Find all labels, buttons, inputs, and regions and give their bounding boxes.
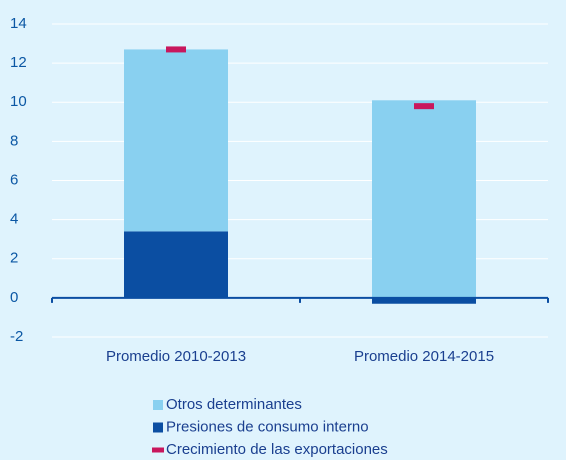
bar [372,100,476,298]
legend-swatch [153,422,163,433]
legend-label: Otros determinantes [166,396,302,413]
y-tick-label: 2 [10,250,18,267]
legend-swatch [152,447,164,453]
y-tick-label: 6 [10,171,18,188]
x-tick-label: Promedio 2014-2015 [354,348,494,365]
y-tick-label: 12 [10,54,27,71]
legend-label: Presiones de consumo interno [166,418,369,435]
legend-swatch [153,400,163,410]
y-tick-label: -2 [10,328,23,345]
y-tick-label: 10 [10,93,27,110]
legend-label: Crecimiento de las exportaciones [166,441,388,458]
y-tick-label: 4 [10,211,18,228]
y-tick-label: 14 [10,15,27,32]
bar [124,49,228,232]
y-tick-label: 8 [10,132,18,149]
bar [372,297,476,304]
marker [166,46,186,53]
x-tick-label: Promedio 2010-2013 [106,348,246,365]
marker [414,103,434,110]
bar [124,231,228,298]
y-tick-label: 0 [10,289,18,306]
